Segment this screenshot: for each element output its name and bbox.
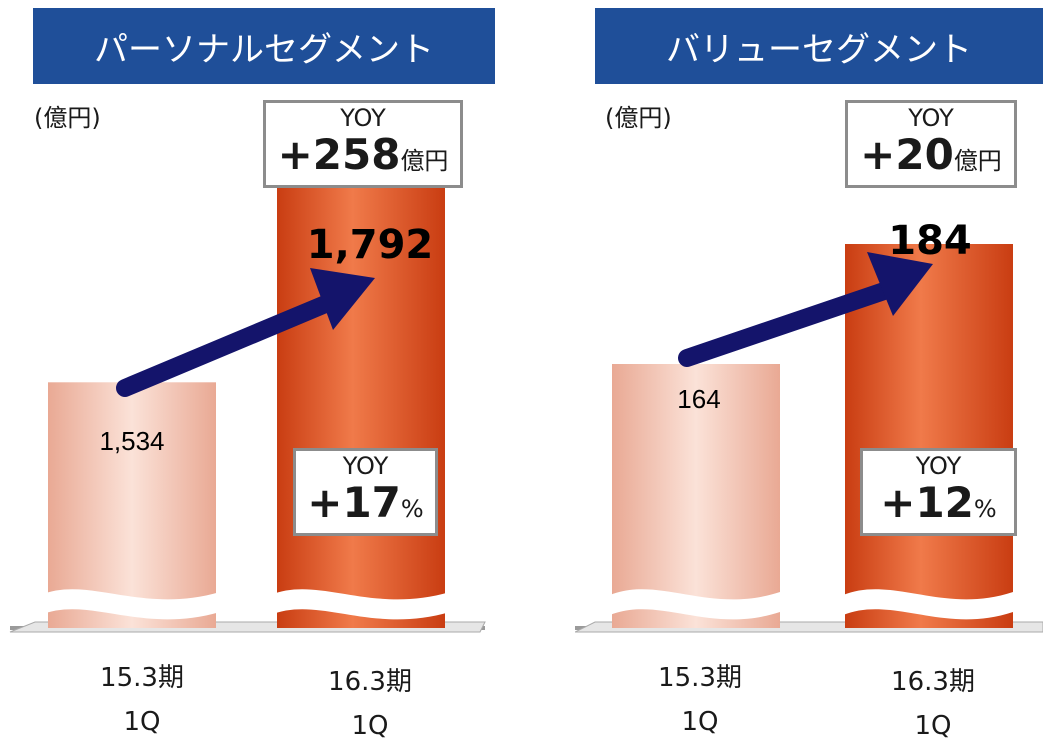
- value-segment-panel: バリューセグメント (億円) 164 184 YOY +20億円 YOY +12…: [575, 0, 1043, 741]
- category-period: 16.3期: [891, 667, 975, 697]
- value-label-current: 1,792: [307, 222, 434, 268]
- growth-arrow-head: [310, 268, 375, 330]
- yoy-amount-unit: 億円: [400, 147, 449, 175]
- yoy-percent-box: YOY +17%: [293, 448, 438, 536]
- yoy-amount-value: +20: [860, 130, 954, 179]
- yoy-label: YOY: [915, 452, 962, 480]
- yoy-amount-unit: 億円: [953, 147, 1002, 175]
- yoy-amount-box: YOY +20億円: [845, 100, 1017, 188]
- unit-label: (億円): [605, 104, 672, 132]
- growth-arrow-shaft: [116, 291, 344, 397]
- category-label-15-3: 15.3期 1Q: [62, 656, 222, 744]
- yoy-label: YOY: [342, 452, 389, 480]
- yoy-percent-unit: %: [973, 495, 997, 523]
- yoy-amount-box: YOY +258億円: [263, 100, 463, 188]
- axis-break-wave-1: [40, 589, 220, 620]
- category-label-16-3: 16.3期 1Q: [853, 660, 1013, 748]
- unit-label: (億円): [34, 104, 101, 132]
- value-label-prev: 164: [677, 384, 720, 414]
- category-period: 15.3期: [100, 663, 184, 693]
- yoy-label: YOY: [340, 104, 386, 132]
- category-quarter: 1Q: [351, 711, 389, 741]
- panel-title-banner: バリューセグメント: [595, 8, 1043, 84]
- value-label-current: 184: [888, 218, 972, 264]
- panel-title: パーソナルセグメント: [94, 29, 434, 70]
- value-label-prev: 1,534: [99, 426, 164, 456]
- panel-title: バリューセグメント: [666, 29, 972, 70]
- bar-16-3-1q: [277, 111, 445, 628]
- yoy-percent-value: +12: [880, 478, 974, 527]
- category-quarter: 1Q: [123, 707, 161, 737]
- category-label-16-3: 16.3期 1Q: [290, 660, 450, 748]
- yoy-label: YOY: [908, 104, 954, 132]
- bar-16-3-1q: [845, 244, 1013, 628]
- personal-segment-panel: パーソナルセグメント (億円) 1,534 1,792 YOY +258億円 Y…: [0, 0, 520, 741]
- bar-chart: 1,534 1,792: [9, 111, 486, 633]
- yoy-amount-value: +258: [277, 130, 401, 179]
- yoy-percent-box: YOY +12%: [860, 448, 1017, 536]
- category-period: 15.3期: [658, 663, 742, 693]
- category-period: 16.3期: [328, 667, 412, 697]
- category-quarter: 1Q: [681, 707, 719, 737]
- yoy-percent-unit: %: [400, 495, 424, 523]
- growth-arrow-shaft: [678, 279, 902, 367]
- panel-title-banner: パーソナルセグメント: [33, 8, 495, 84]
- yoy-percent-value: +17: [307, 478, 401, 527]
- bar-chart: 164 184: [575, 218, 1043, 633]
- axis-break-wave-1: [610, 589, 780, 620]
- growth-arrow-head: [867, 252, 933, 316]
- bar-15-3-1q: [612, 364, 780, 628]
- axis-break-wave-2: [270, 589, 450, 620]
- bar-15-3-1q: [48, 382, 216, 628]
- axis-break-wave-2: [843, 589, 1013, 620]
- category-quarter: 1Q: [914, 711, 952, 741]
- category-label-15-3: 15.3期 1Q: [620, 656, 780, 744]
